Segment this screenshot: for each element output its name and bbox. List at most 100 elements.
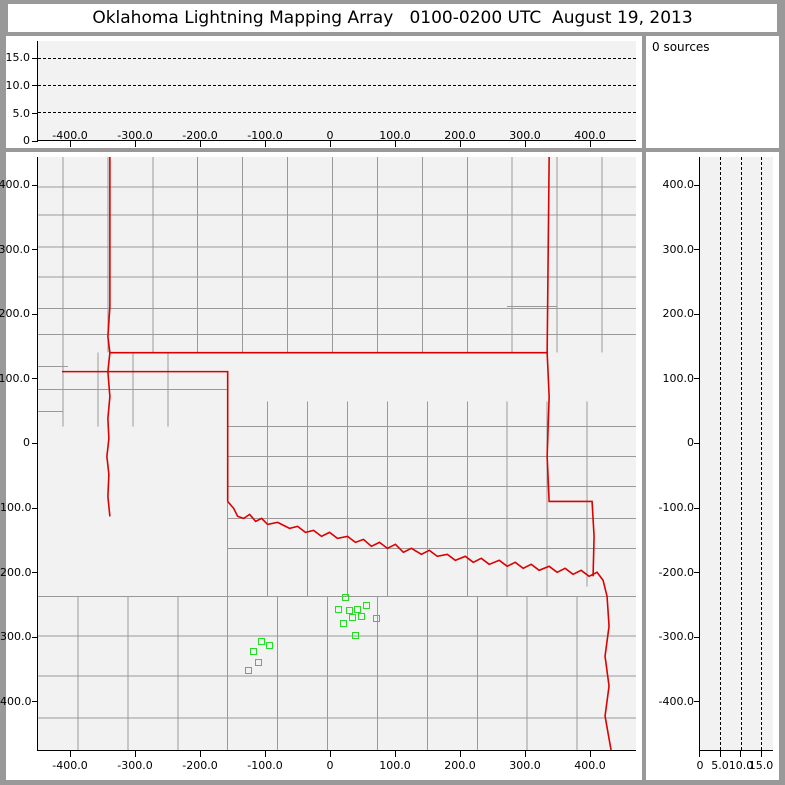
map-xtick-label-400: 400.0 [574, 759, 606, 772]
rt-ytick-mark-200 [694, 313, 700, 315]
rt-xtick-label-0: 0 [696, 759, 704, 772]
source-marker [358, 613, 365, 620]
ytick-mark-15 [32, 57, 38, 59]
source-count-panel: 0 sources [646, 36, 779, 148]
xtick-label-200: 200.0 [444, 129, 476, 142]
xtick-mark--100 [265, 141, 266, 147]
map-ytick-label--400: -400.0 [0, 695, 32, 708]
ytick-label-10: 10.0 [5, 79, 31, 92]
gridline-10 [740, 157, 742, 750]
map-ytick-label-100: 100.0 [0, 372, 30, 385]
rt-xtick-mark-10 [740, 751, 742, 757]
rt-ytick-label-100: 100.0 [662, 372, 695, 385]
xtick-mark-200 [460, 141, 461, 147]
xtick-label-100: 100.0 [379, 129, 411, 142]
rt-ytick-mark-0 [694, 442, 700, 444]
ytick-mark-10 [32, 85, 38, 87]
map-ytick-mark-300 [32, 249, 38, 251]
map-ytick-label--200: -200.0 [0, 566, 32, 579]
map-xtick-label--400: -400.0 [52, 759, 88, 772]
source-marker [255, 659, 262, 666]
source-marker [340, 620, 347, 627]
rt-ytick-label-0: 0 [687, 436, 694, 449]
map-xtick-mark-300 [525, 751, 526, 757]
xtick-mark-100 [395, 141, 396, 147]
xtick-label--100: -100.0 [247, 129, 283, 142]
rt-xtick-label-15: 15.0 [748, 759, 774, 772]
map-ytick-mark-0 [32, 442, 38, 444]
xtick-label--200: -200.0 [182, 129, 218, 142]
source-count-label: 0 sources [652, 40, 710, 54]
altitude-vs-north-south-plot-area [699, 157, 773, 751]
map-xtick-mark-0 [330, 751, 331, 757]
map-ytick-mark--100 [32, 507, 38, 509]
map-xtick-label-100: 100.0 [379, 759, 411, 772]
ytick-label-0: 0 [23, 134, 30, 147]
window-titlebar: Oklahoma Lightning Mapping Array 0100-02… [8, 4, 777, 32]
source-marker [266, 642, 273, 649]
xtick-mark--200 [200, 141, 201, 147]
map-xtick-label-200: 200.0 [444, 759, 476, 772]
page-title: Oklahoma Lightning Mapping Array 0100-02… [92, 8, 693, 28]
map-xtick-label--300: -300.0 [117, 759, 153, 772]
gridline-15 [760, 157, 762, 750]
map-ytick-label-0: 0 [23, 436, 30, 449]
rt-xtick-label-5: 5.0 [711, 759, 729, 772]
map-xtick-mark-200 [460, 751, 461, 757]
rt-ytick-mark-400 [694, 184, 700, 186]
ytick-mark-0 [32, 141, 38, 142]
map-ytick-mark-400 [32, 184, 38, 186]
rt-ytick-mark--400 [694, 701, 700, 703]
gridline-15 [38, 57, 636, 59]
gridline-5 [38, 112, 636, 114]
map-ytick-label--100: -100.0 [0, 501, 32, 514]
map-xtick-mark-100 [395, 751, 396, 757]
state-county-map-graphic [38, 157, 636, 750]
source-marker [250, 648, 257, 655]
rt-ytick-mark-300 [694, 249, 700, 251]
source-marker [245, 667, 252, 674]
rt-xtick-mark-0 [699, 751, 700, 757]
map-ytick-label-300: 300.0 [0, 243, 30, 256]
rt-xtick-mark-5 [719, 751, 721, 757]
altitude-vs-north-south-panel: 400.0 300.0 200.0 100.0 0 -100.0 -200.0 … [646, 152, 779, 780]
map-xtick-mark--300 [135, 751, 136, 757]
source-marker [354, 606, 361, 613]
plan-view-map-panel[interactable]: 400.0 300.0 200.0 100.0 0 -100.0 -200.0 … [0, 152, 642, 780]
map-xtick-mark--400 [70, 751, 71, 757]
gridline-5 [720, 157, 722, 750]
xtick-label-0: 0 [326, 129, 334, 142]
map-xtick-mark--100 [265, 751, 266, 757]
source-marker [352, 632, 359, 639]
ytick-mark-5 [32, 113, 38, 115]
altitude-vs-east-west-panel: 15.0 10.0 5.0 0 -400.0 -300.0 -200.0 -10… [6, 36, 642, 148]
source-marker [349, 614, 356, 621]
map-xtick-label-300: 300.0 [509, 759, 541, 772]
map-ytick-label--300: -300.0 [0, 630, 32, 643]
map-xtick-mark--200 [200, 751, 201, 757]
rt-ytick-mark-100 [694, 378, 700, 380]
source-marker [342, 594, 349, 601]
rt-ytick-label--100: -100.0 [658, 501, 694, 514]
rt-xtick-label-10: 10.0 [728, 759, 754, 772]
map-ytick-mark-100 [32, 378, 38, 380]
map-xtick-label--200: -200.0 [182, 759, 218, 772]
ytick-label-15: 15.0 [5, 51, 31, 64]
xtick-label-400: 400.0 [574, 129, 606, 142]
xtick-label-300: 300.0 [509, 129, 541, 142]
altitude-vs-east-west-plot-area [37, 41, 636, 141]
source-marker [335, 606, 342, 613]
rt-ytick-label--400: -400.0 [658, 695, 694, 708]
rt-ytick-mark--300 [694, 636, 700, 638]
map-xtick-mark-400 [590, 751, 591, 757]
rt-ytick-label-400: 400.0 [662, 178, 695, 191]
plan-view-map-plot-area[interactable] [37, 157, 636, 751]
source-marker [346, 607, 353, 614]
xtick-label--300: -300.0 [117, 129, 153, 142]
xtick-mark-0 [330, 141, 331, 147]
rt-xtick-mark-15 [760, 751, 762, 757]
rt-ytick-label--300: -300.0 [658, 630, 694, 643]
map-ytick-label-400: 400.0 [0, 178, 30, 191]
xtick-mark-300 [525, 141, 526, 147]
